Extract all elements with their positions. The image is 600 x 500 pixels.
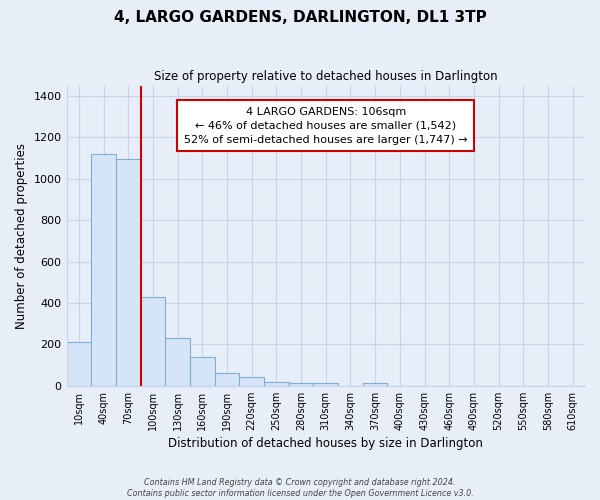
Y-axis label: Number of detached properties: Number of detached properties [15,142,28,328]
Bar [67,342,91,386]
Bar [140,297,165,386]
X-axis label: Distribution of detached houses by size in Darlington: Distribution of detached houses by size … [169,437,483,450]
Bar [190,357,215,386]
Text: 4 LARGO GARDENS: 106sqm
← 46% of detached houses are smaller (1,542)
52% of semi: 4 LARGO GARDENS: 106sqm ← 46% of detache… [184,106,467,144]
Bar [289,382,313,386]
Bar [165,338,190,386]
Text: Contains HM Land Registry data © Crown copyright and database right 2024.
Contai: Contains HM Land Registry data © Crown c… [127,478,473,498]
Bar [239,376,264,386]
Bar [313,382,338,386]
Bar [215,374,239,386]
Title: Size of property relative to detached houses in Darlington: Size of property relative to detached ho… [154,70,497,83]
Bar [264,382,289,386]
Text: 4, LARGO GARDENS, DARLINGTON, DL1 3TP: 4, LARGO GARDENS, DARLINGTON, DL1 3TP [113,10,487,25]
Bar [363,382,388,386]
Bar [116,159,140,386]
Bar [91,154,116,386]
